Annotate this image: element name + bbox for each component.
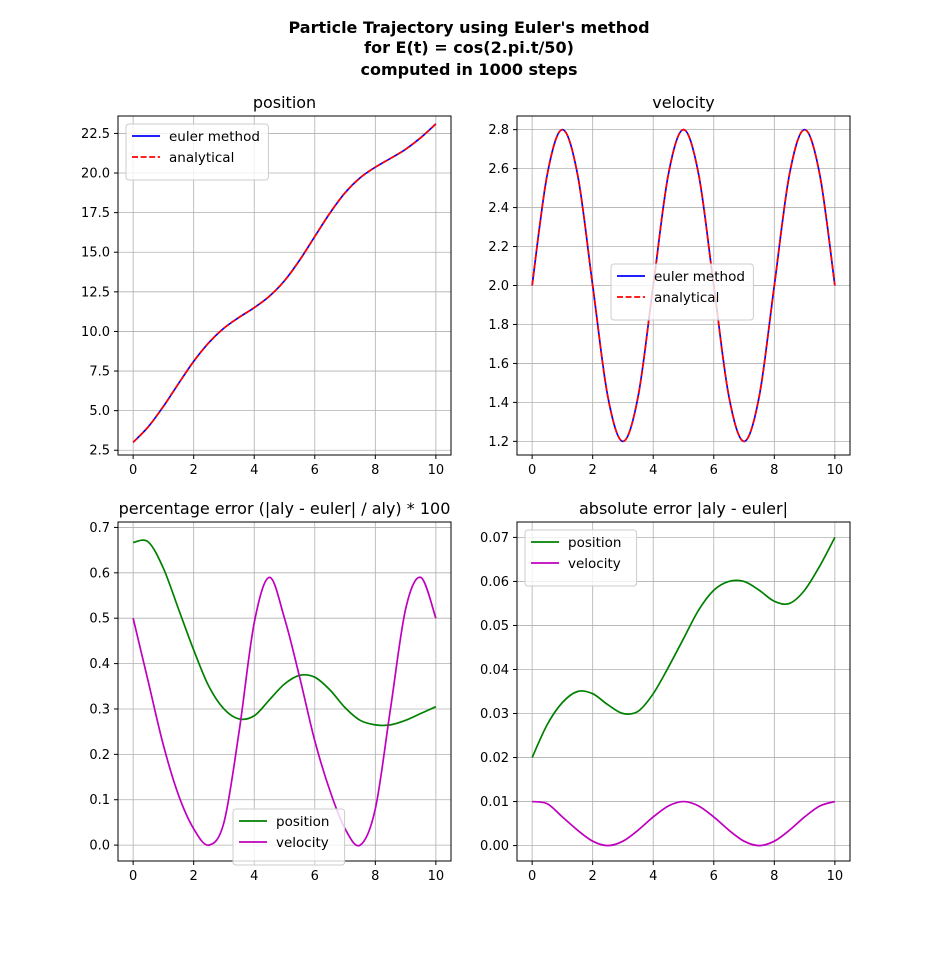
legend-label: analytical bbox=[169, 150, 234, 166]
legend-label: euler method bbox=[654, 269, 745, 285]
x-tick-label: 0 bbox=[528, 463, 536, 478]
panel-title: percentage error (|aly - euler| / aly) *… bbox=[119, 499, 451, 518]
y-tick-label: 0.0 bbox=[89, 839, 110, 854]
x-tick-label: 0 bbox=[528, 869, 536, 884]
x-tick-label: 0 bbox=[129, 463, 137, 478]
y-tick-label: 10.0 bbox=[81, 325, 110, 340]
x-tick-label: 2 bbox=[190, 463, 198, 478]
y-tick-label: 0.4 bbox=[89, 657, 110, 672]
y-tick-label: 2.5 bbox=[89, 444, 110, 459]
y-tick-label: 0.06 bbox=[480, 575, 509, 590]
legend-box bbox=[610, 263, 754, 321]
y-tick-label: 2.8 bbox=[488, 123, 509, 138]
axes-frame bbox=[117, 115, 452, 456]
axes-frame bbox=[516, 521, 851, 862]
y-tick-label: 0.02 bbox=[480, 751, 509, 766]
x-tick-label: 10 bbox=[428, 463, 445, 478]
panel-title: absolute error |aly - euler| bbox=[579, 499, 788, 518]
y-tick-label: 1.6 bbox=[488, 357, 509, 372]
legend: euler method analytical bbox=[610, 263, 754, 321]
legend-label: analytical bbox=[654, 290, 719, 306]
x-tick-label: 2 bbox=[589, 869, 597, 884]
y-tick-label: 0.1 bbox=[89, 793, 110, 808]
x-tick-label: 6 bbox=[311, 463, 319, 478]
y-tick-label: 0.5 bbox=[89, 612, 110, 627]
y-tick-label: 0.00 bbox=[480, 839, 509, 854]
x-tick-label: 8 bbox=[371, 869, 379, 884]
x-tick-label: 10 bbox=[827, 463, 844, 478]
legend: position velocity bbox=[232, 808, 346, 866]
panel-2: 0 2 4 6 8 10 1.2 1.4 1.6 1.8 2.0 2.2 2.4 2.6 2.8 veloci… bbox=[488, 93, 851, 478]
legend-box bbox=[125, 123, 269, 181]
panel-1: 0 2 4 6 8 10 2.5 5.0 7.5 10.0 12.5 15.0 17.5 20.0 22.5… bbox=[81, 93, 452, 478]
x-tick-label: 0 bbox=[129, 869, 137, 884]
panel-3: 0 2 4 6 8 10 0.0 0.1 0.2 0.3 0.4 0.5 0.6 0.7 percentag… bbox=[89, 499, 452, 884]
y-tick-label: 0.04 bbox=[480, 663, 509, 678]
legend-box bbox=[524, 529, 638, 587]
legend-label: velocity bbox=[276, 835, 329, 851]
x-tick-label: 8 bbox=[371, 463, 379, 478]
series-line-analytical bbox=[531, 128, 836, 443]
panel-4: 0 2 4 6 8 10 0.00 0.01 0.02 0.03 0.04 0.05 0.06 0.07 a… bbox=[480, 499, 851, 884]
x-tick-label: 2 bbox=[190, 869, 198, 884]
y-tick-label: 0.03 bbox=[480, 707, 509, 722]
x-tick-label: 2 bbox=[589, 463, 597, 478]
panel-title: position bbox=[253, 93, 316, 112]
y-tick-label: 0.6 bbox=[89, 566, 110, 581]
figure-title-line-2: for E(t) = cos(2.pi.t/50) bbox=[364, 38, 574, 57]
y-tick-label: 12.5 bbox=[81, 285, 110, 300]
x-tick-label: 4 bbox=[250, 463, 258, 478]
y-tick-label: 5.0 bbox=[89, 404, 110, 419]
y-tick-label: 2.4 bbox=[488, 201, 509, 216]
series-line-position bbox=[531, 537, 836, 758]
x-tick-label: 4 bbox=[250, 869, 258, 884]
y-tick-label: 2.0 bbox=[488, 279, 509, 294]
x-tick-label: 6 bbox=[710, 463, 718, 478]
x-tick-label: 8 bbox=[770, 463, 778, 478]
figure-title-line-3: computed in 1000 steps bbox=[360, 60, 577, 79]
legend: position velocity bbox=[524, 529, 638, 587]
legend-label: velocity bbox=[568, 556, 621, 572]
y-tick-label: 1.4 bbox=[488, 396, 509, 411]
legend-label: euler method bbox=[169, 129, 260, 145]
x-tick-label: 6 bbox=[311, 869, 319, 884]
series-line-position bbox=[132, 539, 437, 727]
y-tick-label: 2.2 bbox=[488, 240, 509, 255]
x-tick-label: 8 bbox=[770, 869, 778, 884]
y-tick-label: 0.3 bbox=[89, 702, 110, 717]
y-tick-label: 7.5 bbox=[89, 365, 110, 380]
y-tick-label: 0.07 bbox=[480, 531, 509, 546]
y-tick-label: 22.5 bbox=[81, 127, 110, 142]
y-tick-label: 1.8 bbox=[488, 318, 509, 333]
x-tick-label: 10 bbox=[827, 869, 844, 884]
legend-box bbox=[232, 808, 346, 866]
figure-title-line-1: Particle Trajectory using Euler's method bbox=[288, 18, 649, 37]
legend-label: position bbox=[276, 814, 329, 830]
legend-label: position bbox=[568, 535, 621, 551]
legend: euler method analytical bbox=[125, 123, 269, 181]
x-tick-label: 4 bbox=[649, 869, 657, 884]
y-tick-label: 2.6 bbox=[488, 162, 509, 177]
x-tick-label: 4 bbox=[649, 463, 657, 478]
series-line-velocity bbox=[532, 800, 836, 847]
series-line-analytical bbox=[132, 123, 437, 443]
series-line-velocity bbox=[132, 576, 437, 847]
y-tick-label: 0.2 bbox=[89, 748, 110, 763]
y-tick-label: 0.05 bbox=[480, 619, 509, 634]
y-tick-label: 20.0 bbox=[81, 167, 110, 182]
y-tick-label: 15.0 bbox=[81, 246, 110, 261]
x-tick-label: 10 bbox=[428, 869, 445, 884]
y-tick-label: 1.2 bbox=[488, 435, 509, 450]
panel-title: velocity bbox=[652, 93, 715, 112]
y-tick-label: 17.5 bbox=[81, 206, 110, 221]
x-tick-label: 6 bbox=[710, 869, 718, 884]
y-tick-label: 0.01 bbox=[480, 795, 509, 810]
y-tick-label: 0.7 bbox=[89, 521, 110, 536]
